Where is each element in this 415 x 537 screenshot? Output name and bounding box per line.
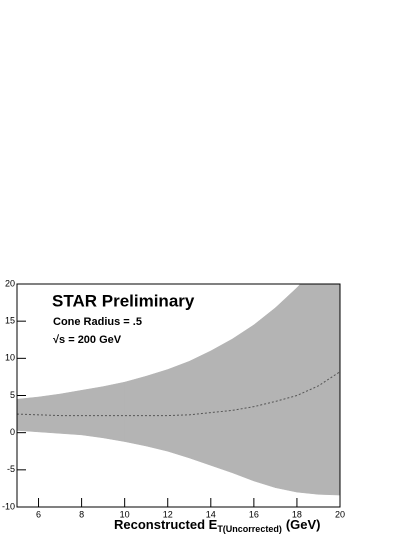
band-segment bbox=[145, 369, 168, 452]
band-segment bbox=[38, 393, 61, 434]
x-tick-label: 10 bbox=[120, 509, 130, 519]
y-tick-label: 20 bbox=[5, 278, 15, 288]
center-line bbox=[17, 371, 340, 417]
band-segment bbox=[167, 360, 190, 459]
x-tick-label: 16 bbox=[249, 509, 259, 519]
annotation: Cone Radius = .5 bbox=[53, 316, 142, 328]
annotation: √s = 200 GeV bbox=[53, 334, 122, 346]
band-segment bbox=[232, 324, 255, 482]
x-label-unit: (GeV) bbox=[286, 517, 321, 532]
x-label-main: Reconstructed E bbox=[114, 517, 218, 532]
x-tick-label: 18 bbox=[292, 509, 302, 519]
y-tick-label: 5 bbox=[10, 390, 15, 400]
band-segment bbox=[102, 381, 125, 442]
band-segment bbox=[296, 284, 319, 495]
band-segment bbox=[59, 389, 82, 436]
x-tick-label: 20 bbox=[335, 509, 345, 519]
annotation: STAR Preliminary bbox=[52, 291, 195, 310]
y-tick-label: -5 bbox=[7, 464, 15, 474]
x-tick-label: 14 bbox=[206, 509, 216, 519]
y-tick-label: 15 bbox=[5, 316, 15, 326]
x-tick-label: 12 bbox=[163, 509, 173, 519]
band-segment bbox=[81, 386, 104, 439]
x-label-sub: T(Uncorrected) bbox=[217, 524, 282, 534]
band-segment bbox=[17, 396, 39, 433]
band-segment bbox=[253, 307, 276, 489]
x-axis-label: Reconstructed ET(Uncorrected) (GeV) bbox=[114, 517, 321, 534]
y-tick-label: 0 bbox=[10, 427, 15, 437]
band-segment bbox=[124, 375, 147, 447]
band-segment bbox=[275, 287, 298, 493]
x-tick-label: 8 bbox=[79, 509, 84, 519]
band-segment bbox=[318, 284, 340, 496]
plot-area bbox=[17, 284, 340, 496]
x-tick-label: 6 bbox=[36, 509, 41, 519]
band-segment bbox=[210, 338, 233, 474]
y-tick-label: 10 bbox=[5, 353, 15, 363]
band-segment bbox=[189, 350, 212, 466]
y-tick-label: -10 bbox=[2, 501, 15, 511]
